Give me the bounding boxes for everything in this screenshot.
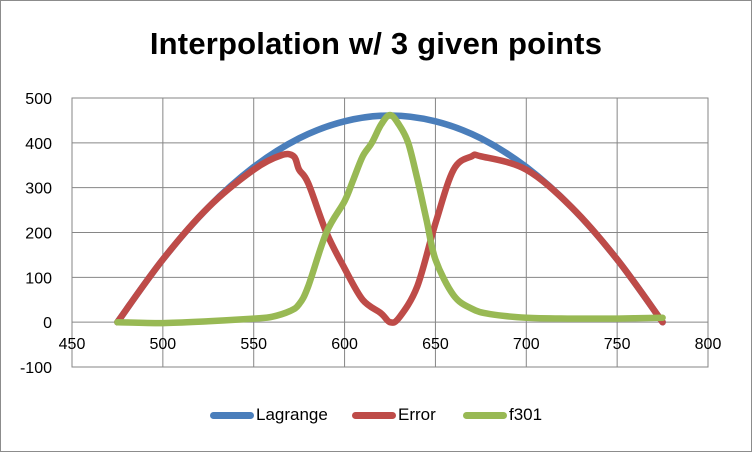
x-tick-label: 500 bbox=[150, 336, 177, 353]
y-tick-label: 300 bbox=[25, 181, 52, 198]
series-line-f301 bbox=[114, 111, 666, 327]
x-tick-label: 450 bbox=[59, 336, 86, 353]
y-tick-label: -100 bbox=[20, 360, 52, 377]
y-tick-label: 0 bbox=[43, 315, 52, 332]
legend-swatch bbox=[463, 411, 507, 419]
x-tick-label: 600 bbox=[331, 336, 358, 353]
x-tick-label: 650 bbox=[422, 336, 449, 353]
legend: Lagrange Error f301 bbox=[0, 403, 752, 427]
series-line-error bbox=[114, 150, 666, 326]
legend-item-f301: f301 bbox=[463, 403, 542, 427]
legend-swatch bbox=[210, 411, 254, 419]
legend-label: f301 bbox=[509, 405, 543, 424]
legend-item-lagrange: Lagrange bbox=[210, 403, 328, 427]
y-tick-label: 200 bbox=[25, 226, 52, 243]
y-tick-label: 500 bbox=[25, 91, 52, 108]
legend-swatch bbox=[352, 411, 396, 419]
legend-label: Error bbox=[398, 405, 436, 424]
legend-label: Lagrange bbox=[256, 405, 328, 424]
x-tick-label: 700 bbox=[513, 336, 540, 353]
y-tick-label: 100 bbox=[25, 270, 52, 287]
x-tick-label: 550 bbox=[240, 336, 267, 353]
legend-item-error: Error bbox=[352, 403, 436, 427]
y-tick-label: 400 bbox=[25, 136, 52, 153]
x-tick-label: 800 bbox=[695, 336, 722, 353]
x-tick-label: 750 bbox=[604, 336, 631, 353]
chart-title: Interpolation w/ 3 given points bbox=[149, 26, 603, 61]
